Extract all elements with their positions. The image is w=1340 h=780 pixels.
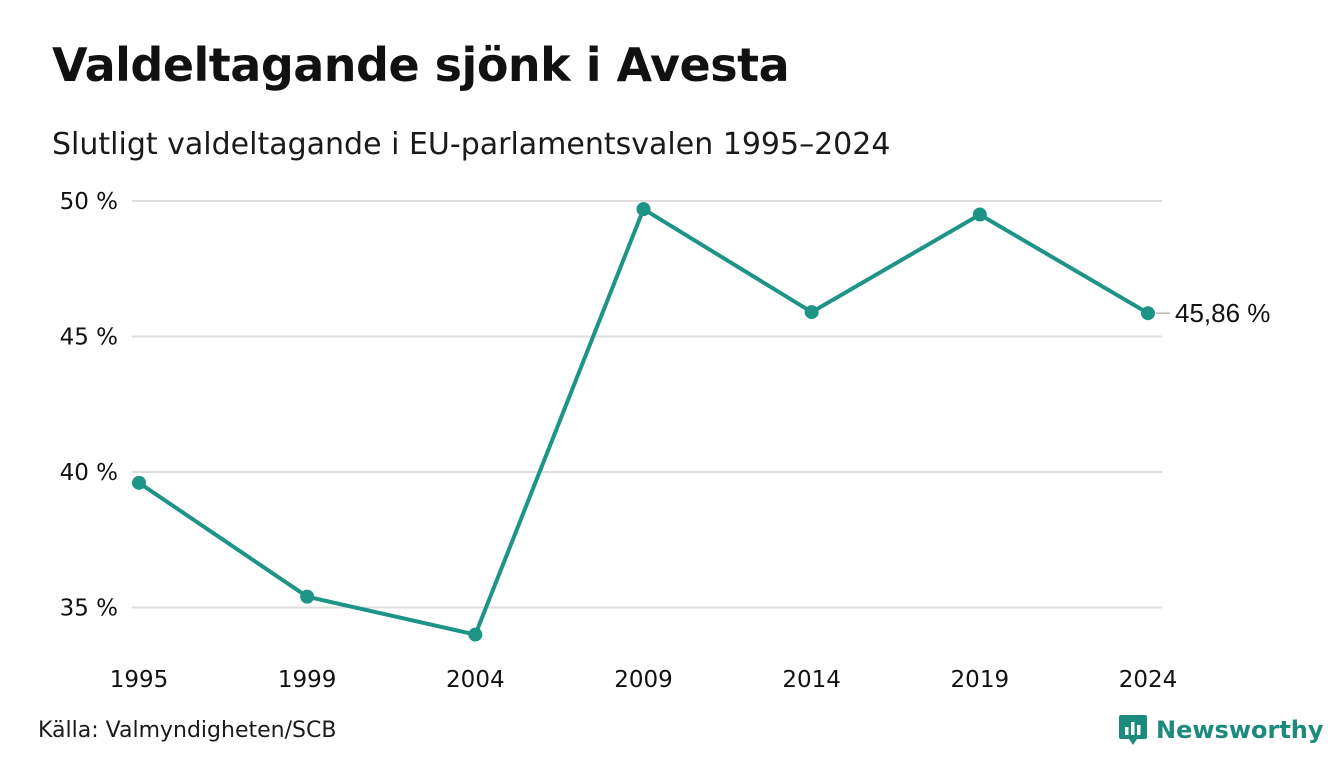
end-value-label: 45,86 % [1175, 298, 1270, 328]
line-chart: 50 % 45 % 40 % 35 % 1995 1999 2004 2009 2014 201… [60, 189, 1271, 693]
y-tick-label: 35 % [60, 596, 118, 622]
newsworthy-icon [1119, 715, 1147, 745]
x-tick-label: 1999 [278, 667, 337, 693]
x-axis-labels: 1995 1999 2004 2009 2014 2019 2024 [110, 667, 1178, 693]
data-point [300, 589, 315, 604]
source-note: Källa: Valmyndigheten/SCB [38, 718, 337, 743]
series-line [137, 207, 1150, 637]
data-point [636, 202, 651, 217]
brand-logo: Newsworthy [1118, 712, 1324, 748]
data-point [1141, 306, 1155, 321]
brand-name: Newsworthy [1156, 716, 1324, 744]
end-label-group: 45,86 % [1156, 298, 1270, 328]
x-tick-label: 2004 [446, 667, 505, 693]
x-tick-label: 2024 [1119, 667, 1178, 693]
y-tick-label: 50 % [60, 189, 118, 215]
gridlines [132, 200, 1162, 609]
x-tick-label: 2019 [951, 667, 1010, 693]
chart-title: Valdeltagande sjönk i Avesta [52, 38, 790, 92]
x-tick-label: 2009 [614, 667, 673, 693]
data-points [132, 202, 1155, 642]
data-point [132, 475, 146, 490]
data-point [804, 305, 819, 320]
chart-subtitle: Slutligt valdeltagande i EU-parlamentsva… [52, 127, 891, 162]
series-line-path [137, 207, 1150, 637]
data-point [972, 207, 987, 222]
x-tick-label: 2014 [782, 667, 841, 693]
y-tick-label: 45 % [60, 325, 118, 351]
data-point [468, 627, 483, 642]
y-axis-labels: 50 % 45 % 40 % 35 % [60, 189, 118, 622]
y-tick-label: 40 % [60, 460, 118, 486]
x-tick-label: 1995 [110, 667, 169, 693]
